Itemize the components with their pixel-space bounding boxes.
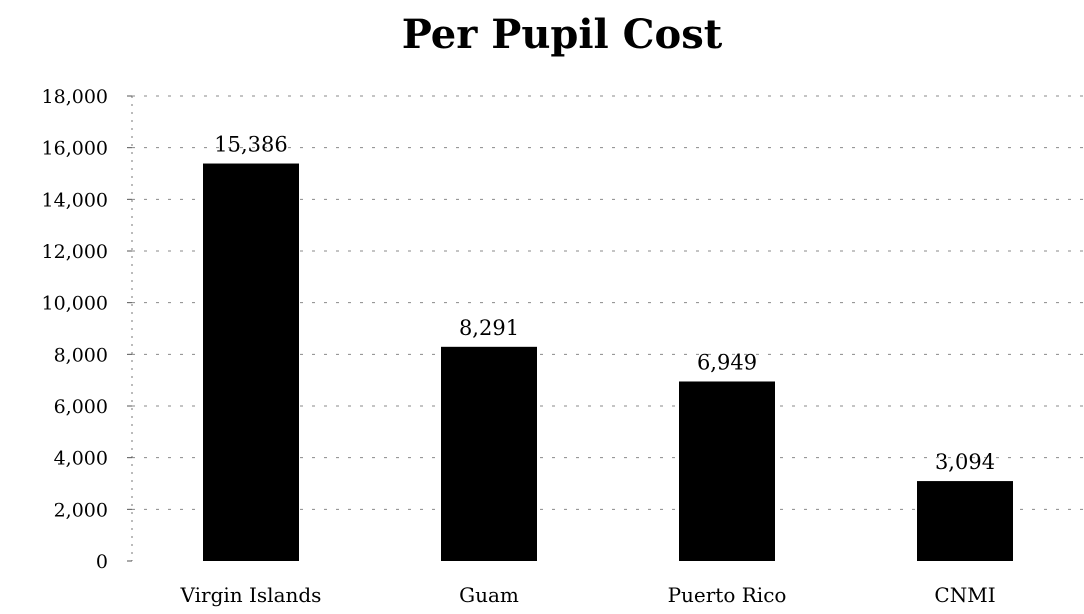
- bar: [441, 346, 537, 561]
- bar: [203, 163, 299, 562]
- x-tick-label: Guam: [459, 583, 519, 607]
- y-tick-label: 2,000: [54, 499, 108, 521]
- y-tick-label: 12,000: [42, 241, 108, 263]
- y-tick-label: 8,000: [54, 344, 108, 366]
- y-tick-label: 6,000: [54, 396, 108, 418]
- y-tick-label: 14,000: [42, 189, 108, 211]
- data-label: 3,094: [935, 450, 995, 474]
- y-tick-label: 4,000: [54, 448, 108, 470]
- bar: [917, 481, 1013, 561]
- data-label: 15,386: [214, 133, 287, 157]
- data-label: 8,291: [459, 316, 519, 340]
- y-tick-label: 18,000: [42, 86, 108, 108]
- x-tick-label: CNMI: [934, 583, 995, 607]
- y-tick-label: 10,000: [42, 293, 108, 315]
- y-tick-label: 16,000: [42, 138, 108, 160]
- y-axis: 0 2,000 4,000 6,000 8,000 10,000 12,000 14,000 1…: [42, 86, 133, 573]
- y-tick-label: 0: [96, 551, 108, 573]
- x-tick-label: Virgin Islands: [180, 583, 322, 607]
- x-tick-label: Puerto Rico: [668, 583, 787, 607]
- data-labels: 15,386 8,291 6,949 3,094: [214, 133, 995, 475]
- data-label: 6,949: [697, 350, 757, 374]
- x-axis-labels: Virgin Islands Guam Puerto Rico CNMI: [180, 583, 996, 607]
- chart-title: Per Pupil Cost: [402, 11, 723, 58]
- bars: [203, 163, 1013, 562]
- bar: [679, 381, 775, 561]
